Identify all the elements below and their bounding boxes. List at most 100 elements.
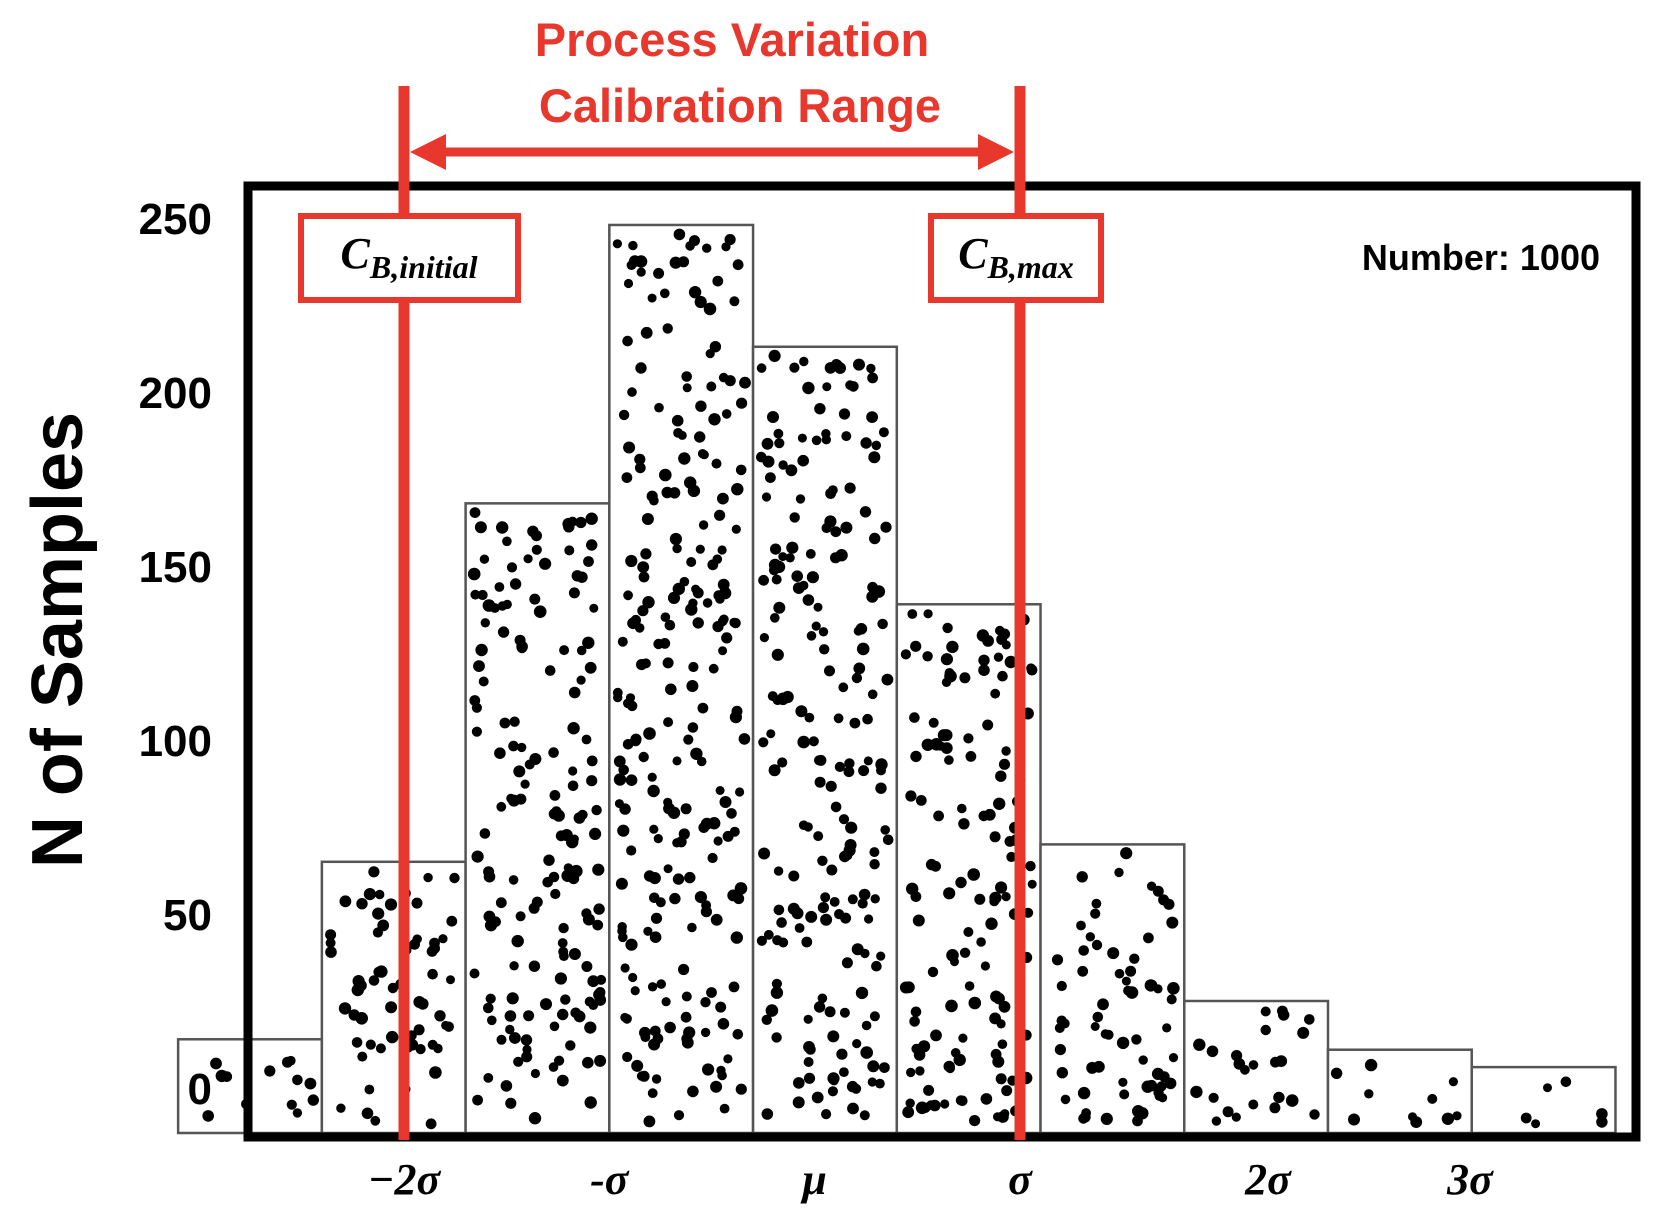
sample-dot xyxy=(724,234,736,246)
sample-dot xyxy=(582,636,595,649)
sample-dot xyxy=(942,622,953,634)
sample-dot xyxy=(1121,976,1131,986)
sample-dot xyxy=(864,914,874,924)
y-tick-label: 150 xyxy=(139,543,212,592)
sample-dot xyxy=(940,653,954,666)
sample-dot xyxy=(622,1051,633,1063)
sample-dot xyxy=(806,631,817,641)
sample-dot xyxy=(654,402,664,413)
sample-dot xyxy=(785,464,798,477)
sample-dot xyxy=(997,1039,1008,1049)
sample-dot xyxy=(1136,1107,1149,1120)
sample-dot xyxy=(820,913,833,926)
sample-dot xyxy=(694,891,708,904)
sample-dot xyxy=(664,619,676,631)
sample-dot xyxy=(509,578,522,590)
sample-dot xyxy=(636,267,646,277)
sample-dot xyxy=(1001,640,1011,650)
sample-dot xyxy=(681,1036,694,1049)
sample-dot xyxy=(567,780,579,792)
sample-dot xyxy=(700,906,713,918)
sample-dot xyxy=(710,913,723,926)
sample-dot xyxy=(799,580,809,591)
sample-dot xyxy=(813,602,823,612)
sample-dot xyxy=(797,454,809,467)
sample-dot xyxy=(583,556,594,567)
sample-dot xyxy=(542,876,553,888)
sample-dot xyxy=(483,1002,494,1014)
sample-dot xyxy=(672,873,685,885)
sample-dot xyxy=(688,286,702,299)
sample-dot xyxy=(722,830,734,842)
sample-dot xyxy=(1162,1023,1172,1033)
sample-dot xyxy=(702,598,713,608)
sample-dot xyxy=(803,1057,814,1067)
sample-dot xyxy=(708,413,721,426)
sample-dot xyxy=(771,1032,782,1043)
sample-dot xyxy=(827,1030,840,1043)
sample-dot xyxy=(700,1027,711,1038)
sample-dot xyxy=(875,1078,885,1089)
sample-dot xyxy=(855,986,869,1000)
sample-dot xyxy=(1079,1111,1091,1123)
sample-dot xyxy=(554,972,568,985)
sample-dot xyxy=(719,1103,730,1114)
sample-dot xyxy=(965,751,977,762)
sample-dot xyxy=(806,571,820,584)
sample-dot xyxy=(1001,746,1011,756)
sample-dot xyxy=(980,1093,993,1105)
sample-dot xyxy=(799,356,809,367)
sample-dot xyxy=(509,716,520,727)
sample-dot xyxy=(365,1039,376,1050)
sample-dot xyxy=(554,1055,565,1066)
sample-dot xyxy=(825,488,836,499)
sample-dot xyxy=(738,733,751,745)
sample-dot xyxy=(834,761,846,773)
sample-dot xyxy=(647,293,657,303)
sample-dot xyxy=(1123,985,1134,996)
sample-dot xyxy=(423,872,433,883)
sample-dot xyxy=(634,462,646,474)
sample-dot xyxy=(662,323,673,334)
sample-dot xyxy=(905,790,917,802)
sample-dot xyxy=(730,931,743,944)
sample-dot xyxy=(351,983,364,997)
sample-dot xyxy=(375,1043,386,1054)
sample-dot xyxy=(361,1107,374,1120)
sample-dot xyxy=(765,472,776,483)
sample-dot xyxy=(494,747,506,759)
sample-dot xyxy=(687,1085,699,1098)
sample-dot xyxy=(642,596,655,609)
sample-dot xyxy=(831,359,843,371)
x-tick-label: μ xyxy=(800,1155,826,1204)
range-arrow-right-head xyxy=(978,134,1014,170)
sample-dot xyxy=(672,543,682,554)
sample-dot xyxy=(406,1039,419,1051)
sample-dot xyxy=(768,349,781,362)
sample-dot xyxy=(771,574,782,585)
sample-dot xyxy=(387,982,399,994)
sample-dot xyxy=(871,440,882,451)
sample-dot xyxy=(959,672,971,684)
sample-dot xyxy=(731,524,741,534)
sample-dot xyxy=(714,509,726,521)
sample-dot xyxy=(635,362,647,374)
sample-dot xyxy=(1222,1106,1234,1118)
sample-dot xyxy=(515,911,526,922)
sample-dot xyxy=(449,872,460,884)
sample-dot xyxy=(592,919,604,931)
sample-dot xyxy=(683,1026,696,1039)
sample-dot xyxy=(663,864,673,874)
sample-dot xyxy=(671,414,684,427)
sample-dot xyxy=(821,1109,832,1120)
sample-dot xyxy=(859,506,872,518)
sample-dot xyxy=(833,713,844,724)
sample-dot xyxy=(993,1112,1003,1122)
sample-dot xyxy=(653,267,665,279)
sample-dot xyxy=(848,381,859,392)
sample-dot xyxy=(758,737,769,748)
sample-dot xyxy=(867,372,878,384)
sample-dot xyxy=(513,1056,524,1067)
sample-dot xyxy=(643,926,653,936)
sample-dot xyxy=(824,515,837,528)
